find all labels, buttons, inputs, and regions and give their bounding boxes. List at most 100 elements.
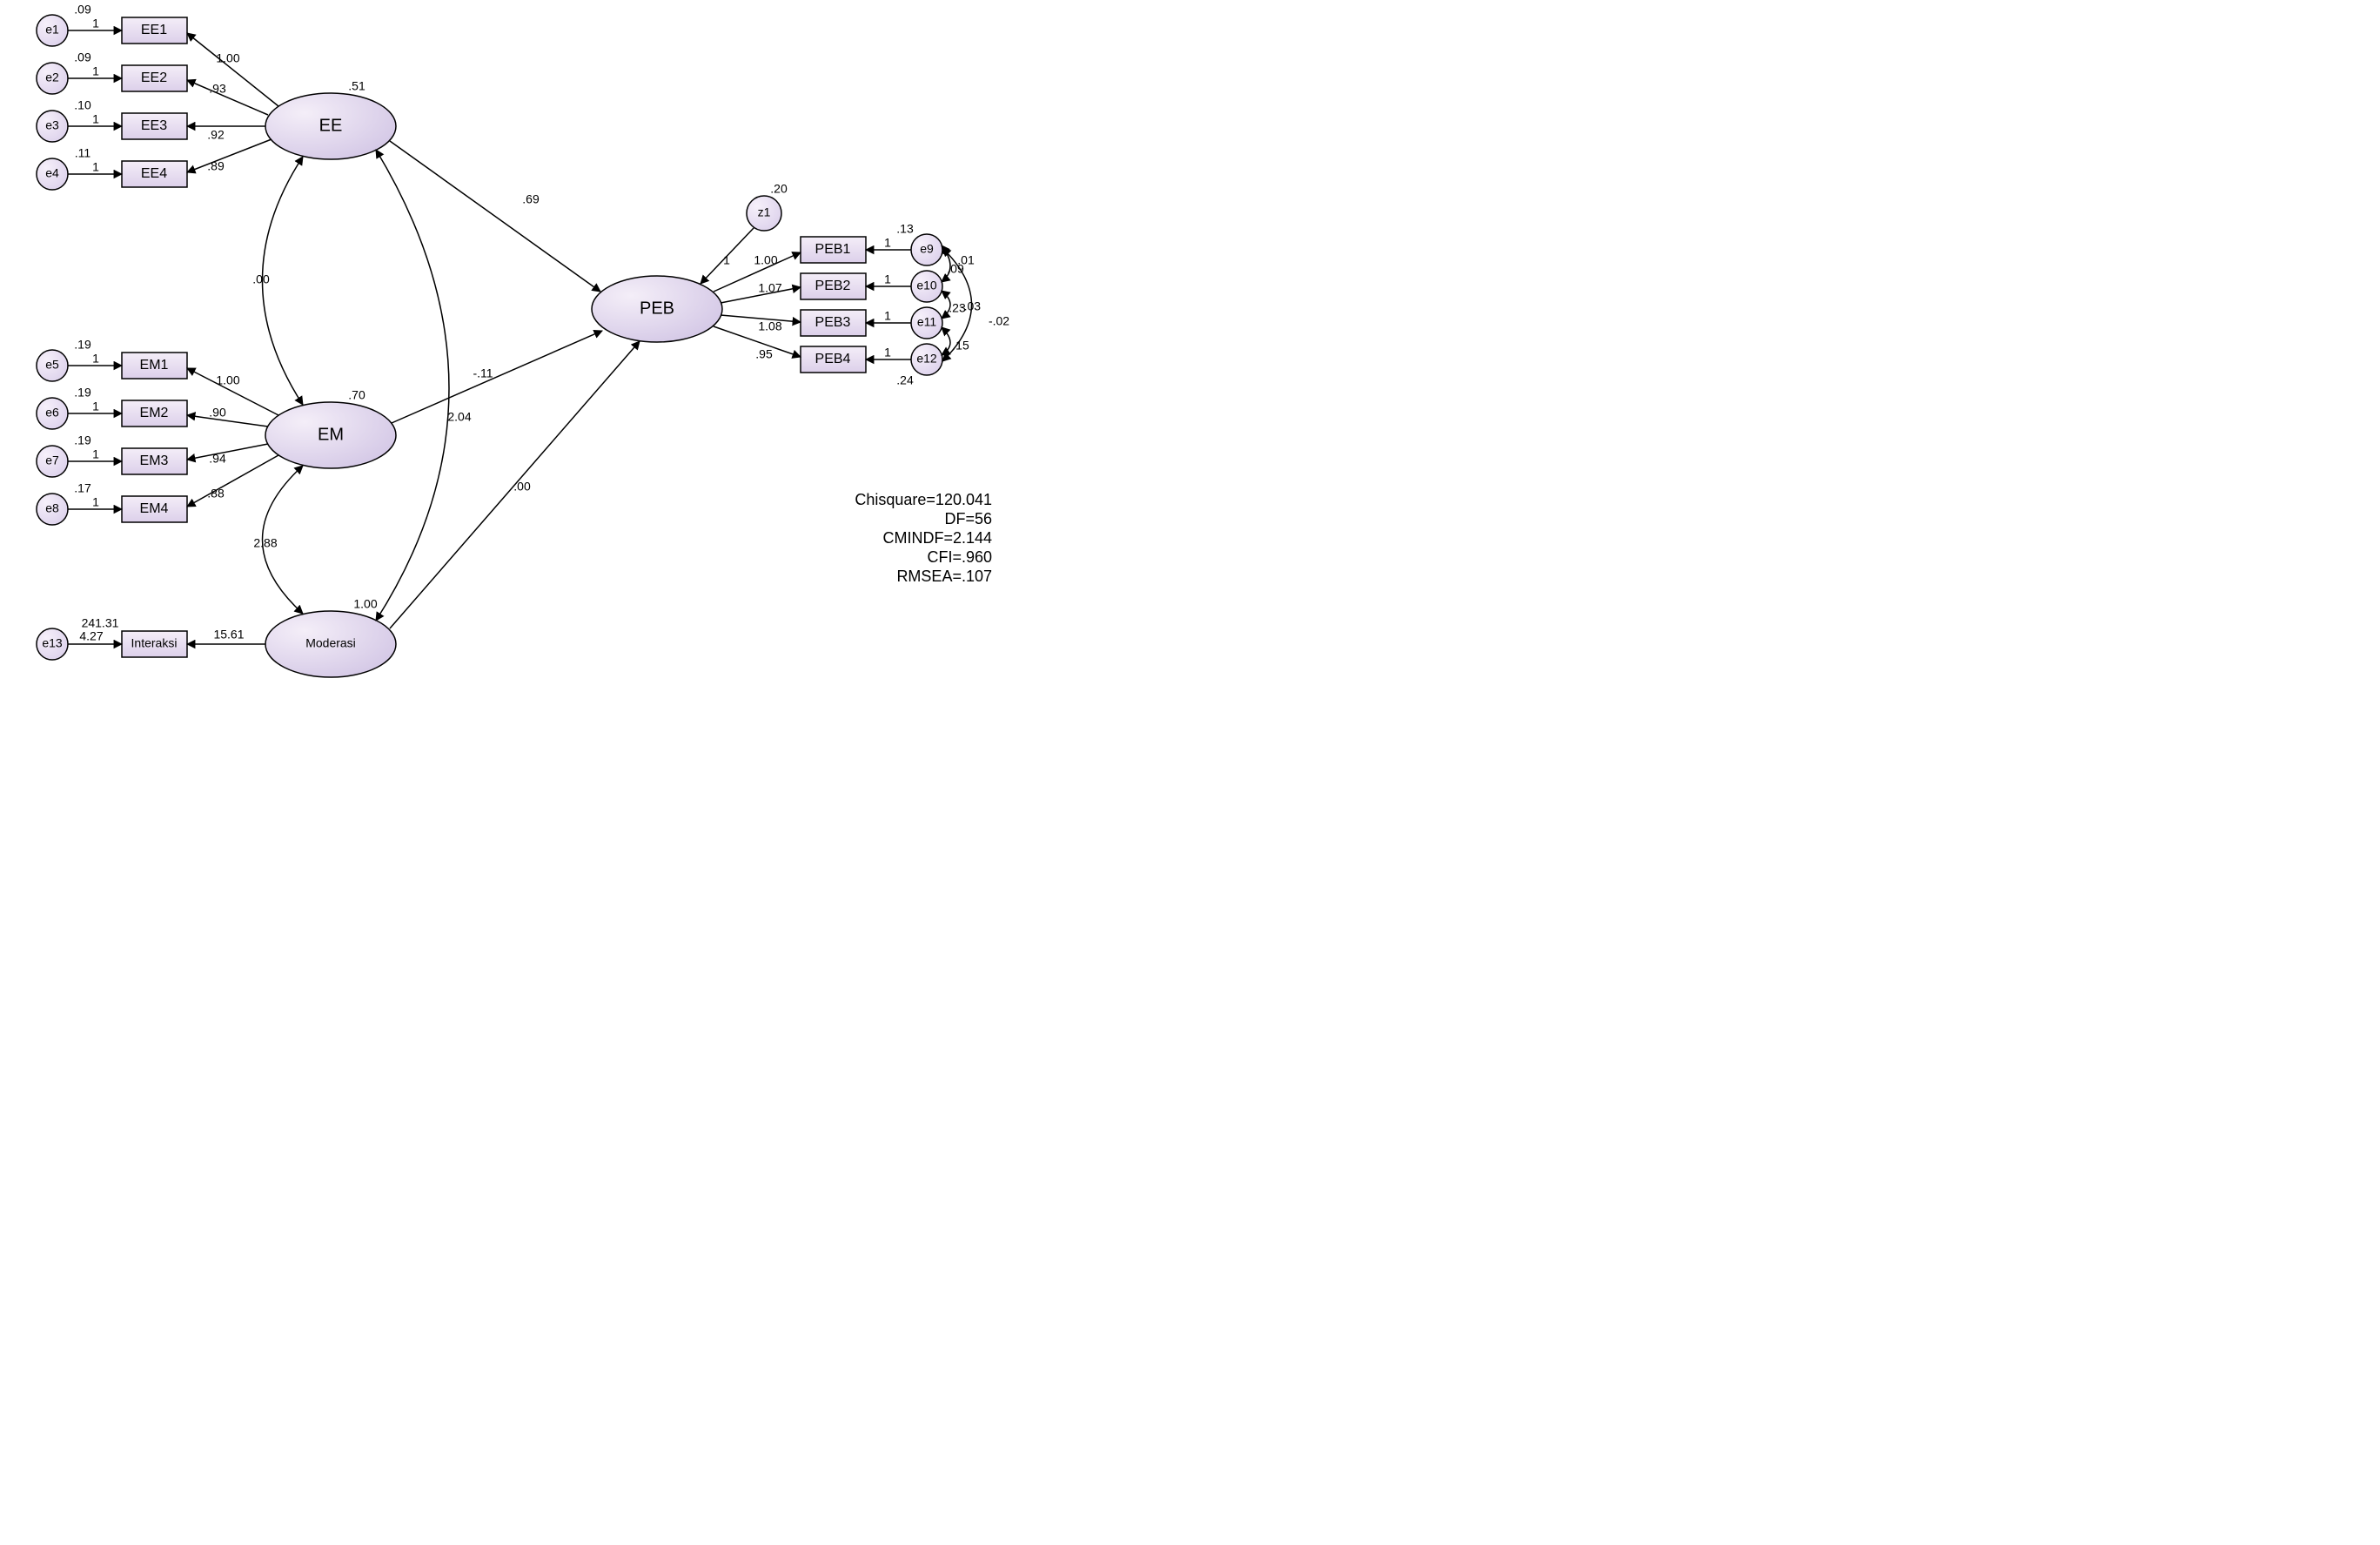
svg-text:Moderasi: Moderasi: [305, 636, 356, 650]
svg-text:e13: e13: [42, 636, 63, 650]
svg-text:e8: e8: [45, 501, 59, 515]
cov-e11e12-label: .15: [952, 339, 969, 353]
svg-text:e3: e3: [45, 118, 59, 132]
load-peb-peb4: .95: [755, 347, 773, 361]
obs-peb3: PEB3: [801, 310, 866, 336]
error-e8: e8: [37, 494, 68, 525]
load-mod-int: 15.61: [213, 628, 244, 642]
svg-text:1: 1: [92, 64, 99, 78]
svg-text:EM2: EM2: [140, 406, 169, 420]
svg-text:1: 1: [92, 160, 99, 174]
coef-ee-peb: .69: [522, 192, 540, 206]
svg-text:PEB: PEB: [640, 299, 674, 318]
error-e9: e9: [911, 234, 942, 265]
svg-text:1: 1: [884, 272, 891, 286]
cov-e9e12-label: -.02: [989, 314, 1009, 328]
svg-text:4.27: 4.27: [79, 629, 103, 643]
obs-em2: EM2: [122, 400, 187, 427]
cov-e10e11-label: -.03: [960, 299, 981, 313]
error-z1: z1: [747, 196, 781, 231]
var-em2: .19: [74, 386, 91, 400]
load-em-em3: .94: [209, 452, 226, 466]
svg-text:EM: EM: [318, 425, 344, 444]
svg-text:EE4: EE4: [141, 166, 167, 181]
var-em1: .19: [74, 338, 91, 352]
fit-df: DF=56: [944, 510, 992, 527]
obs-ee1: EE1: [122, 17, 187, 44]
svg-text:e12: e12: [916, 352, 937, 366]
cov-e11-e12: [942, 327, 950, 355]
obs-ee3: EE3: [122, 113, 187, 139]
svg-text:PEB2: PEB2: [815, 279, 851, 293]
svg-text:e11: e11: [917, 315, 937, 329]
load-peb-peb3: 1.08: [758, 319, 781, 333]
load-ee-ee4: .89: [207, 159, 225, 173]
svg-text:e4: e4: [45, 166, 59, 180]
obs-em1: EM1: [122, 353, 187, 379]
svg-text:1: 1: [92, 352, 99, 366]
var-peb4: .24: [896, 373, 914, 387]
latent-ee: EE: [265, 93, 396, 159]
error-e12: e12: [911, 344, 942, 375]
error-e6: e6: [37, 398, 68, 429]
var-z1: .20: [770, 182, 788, 196]
svg-text:e10: e10: [916, 279, 937, 292]
svg-text:1: 1: [92, 17, 99, 30]
svg-text:1: 1: [884, 346, 891, 359]
var-em: .70: [348, 388, 365, 402]
var-int: 241.31: [82, 616, 119, 630]
load-peb-peb1: 1.00: [754, 253, 777, 267]
obs-em4: EM4: [122, 496, 187, 522]
svg-text:EE1: EE1: [141, 23, 167, 37]
var-ee1: .09: [74, 3, 91, 17]
obs-ee2: EE2: [122, 65, 187, 91]
svg-text:1: 1: [92, 400, 99, 413]
obs-peb1: PEB1: [801, 237, 866, 263]
cov-ee-mod-label: 2.04: [447, 410, 471, 424]
obs-peb2: PEB2: [801, 273, 866, 299]
error-e3: e3: [37, 111, 68, 142]
fit-rmsea: RMSEA=.107: [896, 568, 992, 585]
svg-text:EE3: EE3: [141, 118, 167, 133]
svg-text:e2: e2: [45, 71, 59, 84]
svg-text:e7: e7: [45, 453, 59, 467]
cov-ee-em-label: .00: [252, 272, 270, 286]
svg-text:e1: e1: [45, 23, 59, 37]
latent-peb: PEB: [592, 276, 722, 342]
cov-e9e10-label: .01: [957, 253, 975, 267]
obs-ee4: EE4: [122, 161, 187, 187]
error-e4: e4: [37, 158, 68, 190]
svg-text:e9: e9: [920, 242, 934, 256]
obs-peb4: PEB4: [801, 346, 866, 373]
load-em-em1: 1.00: [216, 373, 239, 387]
latent-em: EM: [265, 402, 396, 468]
error-e7: e7: [37, 446, 68, 477]
fit-chisq: Chisquare=120.041: [855, 491, 992, 508]
fit-cmindf: CMINDF=2.144: [882, 529, 992, 547]
svg-text:EM4: EM4: [140, 501, 169, 516]
svg-text:EE: EE: [319, 116, 343, 135]
fit-cfi: CFI=.960: [927, 548, 992, 566]
coef-mod-peb: .00: [513, 480, 531, 494]
load-ee-ee2: .93: [209, 82, 226, 96]
load-em-em4: .88: [207, 487, 225, 500]
obs-interaksi: Interaksi: [122, 631, 187, 657]
svg-text:EM3: EM3: [140, 453, 169, 468]
path-ee-peb: [390, 141, 600, 292]
svg-text:1: 1: [884, 236, 891, 250]
svg-text:EE2: EE2: [141, 71, 167, 85]
error-e11: e11: [911, 307, 942, 339]
var-peb1: .13: [896, 222, 914, 236]
svg-text:e5: e5: [45, 358, 59, 372]
obs-em3: EM3: [122, 448, 187, 474]
load-peb-peb2: 1.07: [758, 281, 781, 295]
svg-text:1: 1: [92, 447, 99, 461]
var-ee: .51: [348, 79, 365, 93]
var-ee4: .11: [75, 146, 91, 160]
svg-text:PEB1: PEB1: [815, 242, 851, 257]
path-em-peb: [392, 331, 602, 423]
error-e13: e13: [37, 628, 68, 660]
svg-text:1: 1: [92, 495, 99, 509]
load-ee-ee1: 1.00: [216, 51, 239, 65]
load-ee-ee3: .92: [207, 128, 225, 142]
